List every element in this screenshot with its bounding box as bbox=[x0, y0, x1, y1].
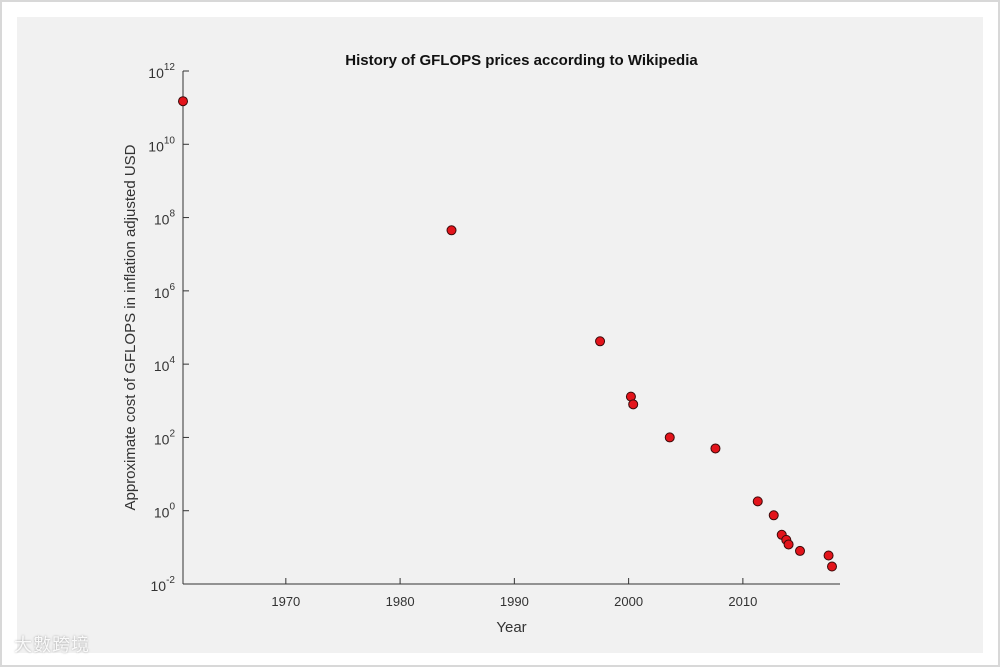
x-tick-label: 1970 bbox=[271, 594, 300, 609]
data-point bbox=[823, 550, 834, 561]
y-tick-label: 106 bbox=[154, 282, 176, 301]
y-tick-label: 100 bbox=[154, 502, 176, 521]
data-point bbox=[710, 443, 721, 454]
watermark-logo: 大數跨境 bbox=[14, 635, 90, 656]
chart-title: History of GFLOPS prices according to Wi… bbox=[345, 52, 698, 69]
y-tick-label: 104 bbox=[154, 355, 176, 374]
y-tick-label: 102 bbox=[154, 428, 176, 447]
x-tick-label: 1990 bbox=[500, 594, 529, 609]
data-point bbox=[446, 225, 457, 236]
x-axis-label: Year bbox=[496, 619, 526, 636]
x-tick-label: 2010 bbox=[728, 594, 757, 609]
y-tick-label: 10-2 bbox=[151, 575, 176, 594]
data-point bbox=[595, 336, 606, 347]
y-tick-label: 1012 bbox=[148, 62, 175, 81]
data-point bbox=[768, 510, 779, 521]
x-tick-label: 2000 bbox=[614, 594, 643, 609]
data-point bbox=[795, 545, 806, 556]
data-point bbox=[783, 539, 794, 550]
y-tick-label: 108 bbox=[154, 209, 176, 228]
data-point bbox=[827, 561, 838, 572]
scatter-chart: History of GFLOPS prices according to Wi… bbox=[122, 52, 840, 636]
data-point bbox=[664, 432, 675, 443]
y-tick-label: 1010 bbox=[148, 135, 175, 154]
y-axis-label: Approximate cost of GFLOPS in inflation … bbox=[122, 144, 139, 510]
data-point bbox=[752, 496, 763, 507]
data-point bbox=[178, 96, 188, 107]
figure-panel: History of GFLOPS prices according to Wi… bbox=[17, 17, 983, 653]
data-point bbox=[628, 399, 639, 410]
x-tick-label: 1980 bbox=[386, 594, 415, 609]
